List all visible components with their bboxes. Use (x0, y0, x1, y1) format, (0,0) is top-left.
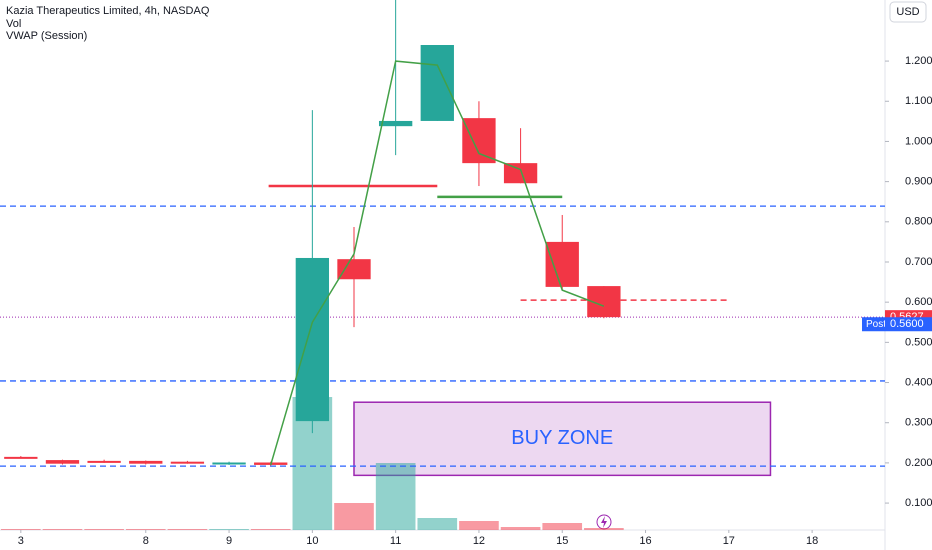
zone-label: BUY ZONE (511, 427, 613, 449)
x-tick-label: 18 (806, 535, 818, 547)
currency-button[interactable] (889, 1, 927, 23)
candle-body (420, 45, 454, 121)
volume-bar (417, 518, 458, 530)
y-tick-label: 0.9000 (905, 176, 932, 188)
x-tick-label: 16 (639, 535, 651, 547)
vwap-line (269, 60, 605, 466)
event-bolt (601, 516, 607, 528)
x-tick-label: 9 (226, 535, 232, 547)
candle-body (378, 120, 413, 127)
indicator-label: VWAP (Session) (6, 30, 87, 42)
x-tick-label: 8 (143, 535, 149, 547)
volume-bar (459, 521, 499, 530)
candle-body (212, 462, 246, 465)
chart-title: Kazia Therapeutics Limited, 4h, NASDAQ (6, 5, 210, 17)
currency-label[interactable]: USD (896, 6, 919, 18)
volume-bar (209, 529, 249, 530)
volume-bar (500, 527, 541, 530)
x-tick-label: 12 (473, 535, 485, 547)
candle-body (45, 460, 80, 464)
x-tick-label: 15 (556, 535, 568, 547)
candle-body (87, 460, 121, 463)
volume-bar (334, 503, 374, 530)
post-tag (862, 317, 885, 332)
volume-bar (250, 529, 291, 530)
candle-body (462, 118, 496, 164)
candle-body (337, 259, 371, 280)
volume-bar (42, 529, 83, 530)
candle-body (295, 257, 330, 422)
candle-body (4, 456, 38, 459)
x-tick-label: 3 (18, 535, 24, 547)
volume-bar (1, 529, 41, 530)
post-label: Post (866, 319, 886, 330)
volume-bar (584, 528, 624, 530)
candle-body (129, 460, 163, 464)
x-tick-label: 11 (390, 535, 401, 547)
volume-bar (542, 523, 583, 530)
x-tick-label: 17 (723, 535, 735, 547)
volume-bar (167, 529, 208, 530)
candle-body (503, 163, 538, 184)
candle-body (170, 461, 205, 464)
volume-bar (375, 463, 416, 530)
y-tick-label: 1.0000 (905, 135, 932, 147)
x-tick-label: 10 (306, 535, 318, 547)
buy-zone (353, 401, 772, 477)
post-price-tag (885, 317, 932, 332)
indicator-label: Vol (6, 18, 21, 30)
post-price-label: 0.5600 (890, 318, 924, 330)
volume-bar (84, 529, 124, 530)
candle-body (545, 241, 579, 287)
volume-bar (125, 529, 166, 530)
